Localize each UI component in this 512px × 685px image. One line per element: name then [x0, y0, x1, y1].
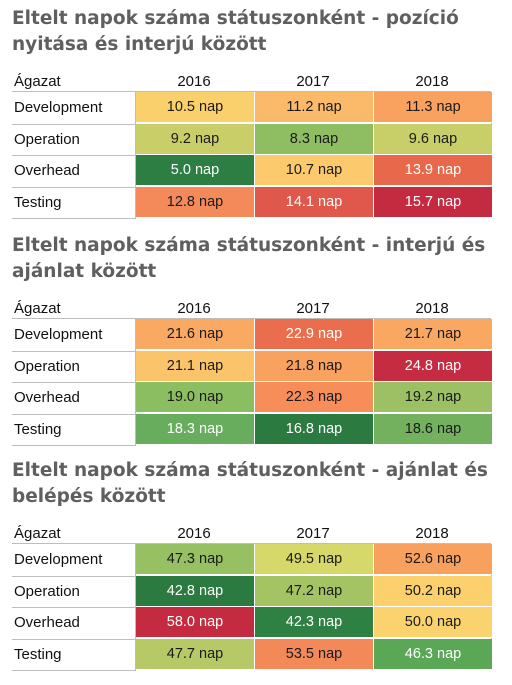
grid-line [12, 413, 136, 415]
column-header-agazat: Ágazat [14, 525, 61, 542]
heatmap-cell: 18.3 nap [136, 413, 255, 445]
row-label: Operation [14, 357, 80, 375]
heatmap-cell: 14.1 nap [255, 186, 374, 218]
heatmap-cell: 18.6 nap [374, 413, 493, 445]
grid-line [12, 382, 136, 383]
heatmap-cell: 5.0 nap [136, 155, 255, 186]
row-label: Overhead [14, 389, 80, 406]
heatmap-cell: 11.3 nap [374, 92, 493, 123]
row-label: Testing [14, 645, 62, 663]
column-header-year: 2018 [415, 300, 449, 317]
grid-line [12, 607, 136, 608]
row-label: Development [14, 99, 103, 116]
heatmap-section-3: Eltelt napok száma státuszonként - ajánl… [0, 452, 512, 682]
heatmap-section-1: Eltelt napok száma státuszonként - pozíc… [0, 0, 512, 230]
grid-line [12, 186, 136, 188]
column-header-year: 2016 [177, 525, 211, 542]
heatmap-cell: 50.0 nap [374, 607, 493, 638]
heatmap-cell: 22.3 nap [255, 382, 374, 413]
grid-line [12, 318, 491, 319]
heatmap-cell: 19.0 nap [136, 382, 255, 413]
heatmap-cell: 47.7 nap [136, 638, 255, 670]
heatmap-cell: 11.2 nap [255, 92, 374, 123]
column-header-year: 2018 [415, 73, 449, 90]
row-label: Testing [14, 193, 62, 211]
column-header-agazat: Ágazat [14, 73, 61, 90]
heatmap-cell: 58.0 nap [136, 607, 255, 638]
column-header-year: 2016 [177, 73, 211, 90]
heatmap-cell: 15.7 nap [374, 186, 493, 218]
heatmap-cell: 10.7 nap [255, 155, 374, 186]
row-label: Overhead [14, 162, 80, 179]
heatmap-cell: 47.3 nap [136, 544, 255, 575]
heatmap-cell: 21.1 nap [136, 350, 255, 382]
row-label: Testing [14, 420, 62, 438]
heatmap-cell: 22.9 nap [255, 319, 374, 350]
column-header-year: 2017 [296, 73, 330, 90]
grid-line [12, 350, 136, 352]
row-label: Operation [14, 582, 80, 600]
grid-line [12, 575, 136, 577]
grid-line [135, 544, 136, 670]
heatmap-cell: 9.2 nap [136, 123, 255, 155]
column-header-year: 2016 [177, 300, 211, 317]
heatmap-cell: 53.5 nap [255, 638, 374, 670]
heatmap-cell: 8.3 nap [255, 123, 374, 155]
row-label: Operation [14, 130, 80, 148]
heatmap-cell: 49.5 nap [255, 544, 374, 575]
grid-line [12, 218, 136, 219]
grid-line [12, 155, 136, 156]
heatmap-cell: 50.2 nap [374, 575, 493, 607]
chart-title: Eltelt napok száma státuszonként - ajánl… [12, 460, 488, 507]
row-label: Development [14, 551, 103, 568]
column-header-year: 2018 [415, 525, 449, 542]
grid-line [135, 92, 136, 218]
heatmap-cell: 12.8 nap [136, 186, 255, 218]
grid-line [12, 445, 136, 446]
grid-line [12, 543, 491, 544]
heatmap-section-2: Eltelt napok száma státuszonként - inter… [0, 227, 512, 457]
table-header-row: Ágazat 2016 2017 2018 [0, 299, 495, 319]
heatmap-cell: 16.8 nap [255, 413, 374, 445]
grid-line [12, 670, 136, 671]
heatmap-cell: 19.2 nap [374, 382, 493, 413]
heatmap-cell: 13.9 nap [374, 155, 493, 186]
heatmap-cell: 52.6 nap [374, 544, 493, 575]
row-label: Development [14, 326, 103, 343]
column-header-agazat: Ágazat [14, 300, 61, 317]
table-header-row: Ágazat 2016 2017 2018 [0, 72, 495, 92]
heatmap-cell: 10.5 nap [136, 92, 255, 123]
column-header-year: 2017 [296, 300, 330, 317]
grid-line [12, 638, 136, 640]
heatmap-cell: 9.6 nap [374, 123, 493, 155]
grid-line [12, 91, 491, 92]
row-label: Overhead [14, 614, 80, 631]
heatmap-cell: 21.8 nap [255, 350, 374, 382]
heatmap-cell: 21.7 nap [374, 319, 493, 350]
chart-title: Eltelt napok száma státuszonként - pozíc… [12, 8, 459, 55]
heatmap-cell: 42.3 nap [255, 607, 374, 638]
heatmap-cell: 42.8 nap [136, 575, 255, 607]
heatmap-cell: 24.8 nap [374, 350, 493, 382]
column-header-year: 2017 [296, 525, 330, 542]
grid-line [12, 123, 136, 125]
heatmap-cell: 21.6 nap [136, 319, 255, 350]
chart-title: Eltelt napok száma státuszonként - inter… [12, 235, 486, 282]
table-header-row: Ágazat 2016 2017 2018 [0, 524, 495, 544]
heatmap-cell: 46.3 nap [374, 638, 493, 670]
heatmap-cell: 47.2 nap [255, 575, 374, 607]
grid-line [135, 319, 136, 445]
